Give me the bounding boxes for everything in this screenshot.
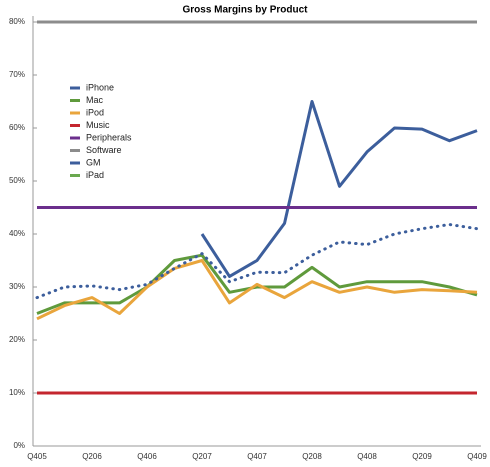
- legend-label: Mac: [86, 95, 104, 105]
- x-tick-label: Q206: [82, 452, 102, 461]
- x-tick-label: Q207: [192, 452, 212, 461]
- legend-label: iPad: [86, 170, 104, 180]
- y-tick-label: 20%: [9, 335, 25, 344]
- y-tick-label: 10%: [9, 388, 25, 397]
- x-tick-label: Q209: [412, 452, 432, 461]
- chart-title: Gross Margins by Product: [182, 5, 308, 16]
- legend-label: iPod: [86, 107, 104, 117]
- series-line: [36, 259, 478, 321]
- y-tick-label: 30%: [9, 282, 25, 291]
- x-tick-label: Q408: [357, 452, 377, 461]
- y-tick-label: 40%: [9, 229, 25, 238]
- x-tick-label: Q407: [247, 452, 267, 461]
- y-tick-label: 50%: [9, 176, 25, 185]
- y-tick-label: 80%: [9, 17, 25, 26]
- legend-label: iPhone: [86, 82, 114, 92]
- y-tick-label: 60%: [9, 123, 25, 132]
- series-line: [200, 100, 478, 278]
- x-tick-label: Q409: [467, 452, 487, 461]
- x-tick-label: Q208: [302, 452, 322, 461]
- legend-label: Music: [86, 120, 110, 130]
- y-tick-label: 0%: [13, 441, 25, 450]
- legend-label: Software: [86, 145, 122, 155]
- x-tick-label: Q406: [137, 452, 157, 461]
- y-tick-label: 70%: [9, 70, 25, 79]
- series-line: [36, 253, 478, 315]
- legend-label: GM: [86, 157, 101, 167]
- x-tick-label: Q405: [27, 452, 47, 461]
- legend-label: Peripherals: [86, 132, 132, 142]
